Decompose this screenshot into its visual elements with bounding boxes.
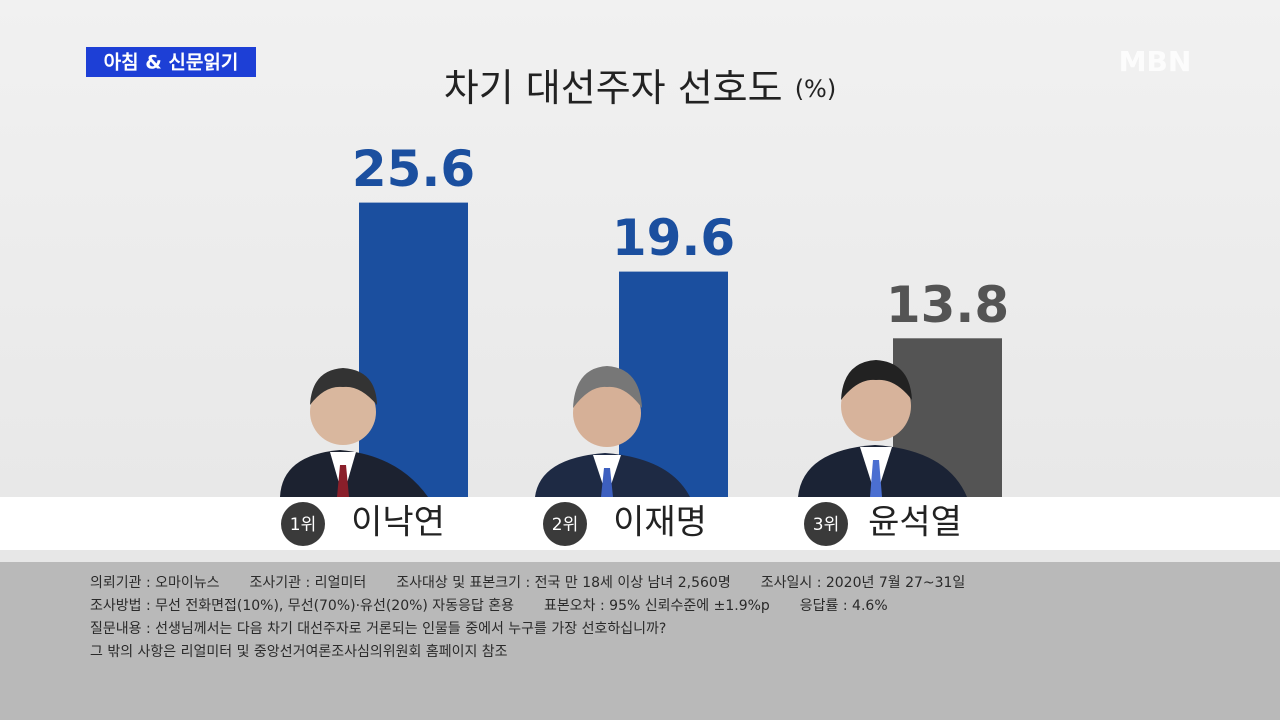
footnote-row: 질문내용 : 선생님께서는 다음 차기 대선주자로 거론되는 인물들 중에서 누…	[90, 618, 1280, 641]
footnote: 응답률 : 4.6%	[799, 598, 888, 614]
rank-label: 2위	[552, 515, 578, 535]
name-band	[0, 497, 1280, 550]
footnote: 의뢰기관 : 오마이뉴스	[90, 575, 220, 591]
x-tick-label: 이재명	[613, 503, 707, 543]
footnote: 조사일시 : 2020년 7월 27~31일	[760, 575, 966, 591]
footnote-row: 의뢰기관 : 오마이뉴스 조사기관 : 리얼미터 조사대상 및 표본크기 : 전국 …	[90, 572, 1280, 595]
portrait	[280, 368, 428, 497]
rank-label: 3위	[813, 515, 839, 535]
x-tick-label: 윤석열	[868, 503, 962, 543]
footnotes: 의뢰기관 : 오마이뉴스 조사기관 : 리얼미터 조사대상 및 표본크기 : 전국 …	[0, 562, 1280, 720]
footnote: 조사기관 : 리얼미터	[249, 575, 367, 591]
rank-badge	[804, 502, 848, 546]
x-tick-label: 이낙연	[351, 503, 445, 543]
badge: 아침 & 신문읽기	[104, 52, 239, 74]
footnote: 표본오차 : 95% 신뢰수준에 ±1.9%p	[544, 598, 770, 614]
chart-title: 차기 대선주자 선호도 (%)	[444, 66, 836, 110]
footnote: 조사대상 및 표본크기 : 전국 만 18세 이상 남녀 2,560명	[396, 575, 731, 591]
footnote-row: 조사방법 : 무선 전화면접(10%), 무선(70%)·유선(20%) 자동응…	[90, 595, 1280, 618]
value-label: 13.8	[886, 276, 1009, 334]
rank-badge	[543, 502, 587, 546]
footnote: 조사방법 : 무선 전화면접(10%), 무선(70%)·유선(20%) 자동응…	[90, 598, 515, 614]
footnote: 질문내용 : 선생님께서는 다음 차기 대선주자로 거론되는 인물들 중에서 누…	[90, 621, 667, 637]
badge-box	[86, 47, 256, 77]
footnote-row: 그 밖의 사항은 리얼미터 및 중앙선거여론조사심의위원회 홈페이지 참조	[90, 641, 1280, 664]
rank-badge	[281, 502, 325, 546]
logo: MBN	[1119, 45, 1192, 78]
chart: 아침 & 신문읽기 MBN 차기 대선주자 선호도 (%) 25.6 1위 이낙연 1…	[0, 45, 1280, 550]
portrait	[798, 360, 967, 497]
value-label: 25.6	[352, 140, 475, 198]
bar	[359, 202, 468, 497]
value-label: 19.6	[612, 209, 735, 267]
footnote: 그 밖의 사항은 리얼미터 및 중앙선거여론조사심의위원회 홈페이지 참조	[90, 644, 508, 660]
portrait	[535, 366, 690, 497]
rank-label: 1위	[290, 515, 316, 535]
